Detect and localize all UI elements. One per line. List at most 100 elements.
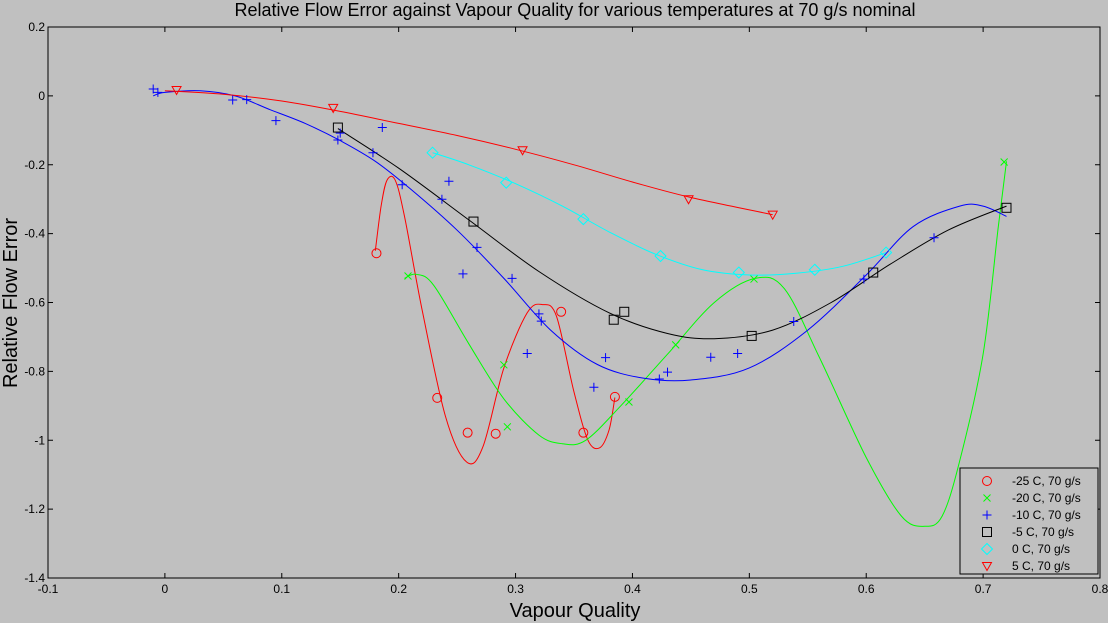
x-tick-label: 0.7 <box>975 582 992 596</box>
fit-line-5 <box>164 90 773 216</box>
data-point <box>371 248 382 259</box>
legend-entry-label: -25 C, 70 g/s <box>1012 474 1081 488</box>
data-point <box>536 316 546 326</box>
legend-entry-label: 5 C, 70 g/s <box>1012 559 1070 573</box>
legend-box <box>959 467 1099 575</box>
data-point <box>377 123 387 133</box>
legend-marker <box>982 527 992 537</box>
y-tick-label: 0.2 <box>28 20 45 34</box>
data-point <box>462 427 473 438</box>
data-point <box>929 233 939 243</box>
data-point <box>271 116 281 126</box>
data-point <box>426 146 439 159</box>
data-point <box>397 180 407 190</box>
data-point <box>746 330 757 341</box>
legend-marker <box>980 542 994 556</box>
y-tick-label: 0 <box>38 89 45 103</box>
data-point <box>750 275 758 283</box>
fit-line-3 <box>337 128 1007 340</box>
data-point <box>242 95 252 105</box>
data-point <box>654 249 667 263</box>
data-point <box>1000 158 1009 166</box>
data-point <box>333 135 343 145</box>
data-point <box>1001 202 1012 213</box>
data-point <box>609 391 620 402</box>
data-point <box>608 314 619 325</box>
data-point <box>148 84 158 94</box>
legend-entry-label: -5 C, 70 g/s <box>1012 525 1074 539</box>
data-point <box>789 316 799 326</box>
y-tick-label: -0.8 <box>24 364 45 378</box>
data-point <box>859 274 869 284</box>
x-tick-label: 0.1 <box>273 582 290 596</box>
data-point <box>706 352 716 362</box>
data-point <box>437 194 447 204</box>
y-tick-label: -0.2 <box>24 158 45 172</box>
data-point <box>404 272 412 280</box>
data-point <box>808 263 821 276</box>
data-point <box>589 382 599 392</box>
data-point <box>578 427 589 438</box>
data-point <box>432 392 443 403</box>
y-axis-label: Relative Flow Error <box>0 218 22 388</box>
data-point <box>228 95 238 105</box>
x-axis-label: Vapour Quality <box>510 600 641 622</box>
data-point <box>534 309 544 319</box>
legend-entry-label: -20 C, 70 g/s <box>1012 491 1081 505</box>
x-tick-label: 0.2 <box>390 582 407 596</box>
x-tick-label: 0.5 <box>741 582 758 596</box>
data-point <box>556 306 567 317</box>
data-point <box>332 122 343 133</box>
data-point <box>733 348 743 358</box>
data-point <box>171 86 182 96</box>
data-point <box>500 360 508 369</box>
data-points <box>148 84 1012 439</box>
legend-marker <box>982 510 992 520</box>
plot-area <box>47 26 1101 579</box>
data-point <box>671 341 680 349</box>
legend-entry-label: -10 C, 70 g/s <box>1012 508 1081 522</box>
legend-marker <box>983 494 991 502</box>
data-point <box>335 128 345 138</box>
data-point <box>517 146 528 156</box>
x-ticks: -0.1 0 0.1 0.2 0.3 0.4 0.5 0.6 0.7 0.8 <box>38 27 1108 596</box>
data-point <box>663 367 673 377</box>
y-tick-label: -1.2 <box>24 502 45 516</box>
x-tick-label: 0 <box>162 582 169 596</box>
x-tick-label: 0.3 <box>507 582 524 596</box>
data-point <box>601 353 611 363</box>
data-point <box>879 246 893 259</box>
data-point <box>458 269 468 279</box>
data-point <box>153 87 163 97</box>
y-tick-label: -1.4 <box>24 571 45 585</box>
legend: -25 C, 70 g/s -20 C, 70 g/s -10 C, 70 g/s -… <box>959 467 1099 575</box>
data-point <box>327 103 339 114</box>
data-point <box>577 212 590 226</box>
data-point <box>507 273 517 283</box>
data-point <box>654 374 664 384</box>
data-point <box>868 267 879 278</box>
x-tick-label: 0.4 <box>624 582 641 596</box>
data-point <box>444 176 454 186</box>
y-ticks: 0.2 0 -0.2 -0.4 -0.6 -0.8 -1 -1.2 -1.4 <box>24 20 1100 585</box>
x-tick-label: 0.8 <box>1092 582 1108 596</box>
legend-marker <box>981 562 993 572</box>
data-point <box>368 148 378 158</box>
data-point <box>619 306 630 317</box>
data-point <box>522 348 532 358</box>
data-point <box>732 266 746 279</box>
fit-line-2 <box>153 90 1007 382</box>
x-tick-label: -0.1 <box>38 582 59 596</box>
y-tick-label: -0.6 <box>24 296 45 310</box>
data-point <box>490 428 501 439</box>
data-point <box>499 176 513 189</box>
data-point <box>625 398 633 406</box>
y-tick-label: -0.4 <box>24 227 45 241</box>
fit-lines <box>153 90 1007 527</box>
x-tick-label: 0.6 <box>858 582 875 596</box>
y-tick-label: -1 <box>34 433 45 447</box>
data-point <box>683 195 694 205</box>
fit-line-0 <box>374 175 616 465</box>
data-point <box>468 216 479 227</box>
